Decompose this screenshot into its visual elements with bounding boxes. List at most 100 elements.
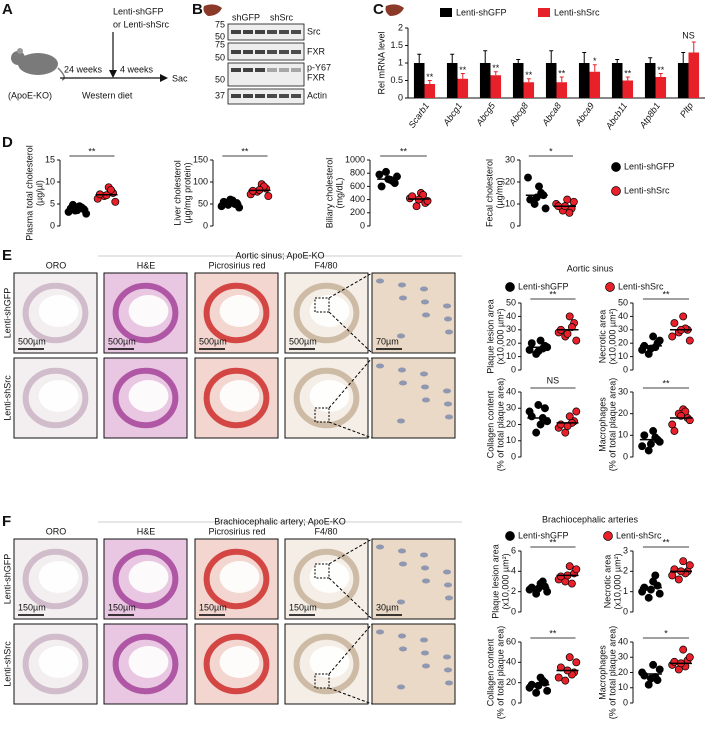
nucleus <box>420 552 428 558</box>
y-tick-label: 0 <box>623 364 628 374</box>
y-tick-label: 30 <box>506 324 516 334</box>
data-point <box>670 657 679 666</box>
vessel-wall <box>203 548 270 610</box>
data-point <box>219 197 228 206</box>
legend-label: Lenti-shGFP <box>624 161 675 171</box>
data-point <box>541 404 549 413</box>
nucleus <box>376 544 384 550</box>
blot-band <box>243 50 253 54</box>
y-axis-label: Plaque lesion area <box>485 299 495 374</box>
nucleus <box>422 397 430 403</box>
scale-label: 70µm <box>376 336 399 346</box>
lumen <box>38 380 79 412</box>
vessel-wall <box>22 282 89 344</box>
blot-band <box>279 50 289 54</box>
treatment: or Lenti-shSrc <box>113 19 170 29</box>
nucleus <box>376 363 384 369</box>
y-tick-label: 50 <box>618 297 628 307</box>
mw-marker: 50 <box>215 74 225 84</box>
significance: ** <box>558 68 566 78</box>
data-point <box>536 420 545 429</box>
lumen <box>38 561 79 593</box>
y-tick-label: 0 <box>511 451 516 461</box>
y-tick-label: 1000 <box>345 154 365 164</box>
y-tick-label: 40 <box>618 636 628 646</box>
data-point <box>526 195 535 204</box>
bar <box>655 77 667 98</box>
y-tick-label: 30 <box>505 154 515 164</box>
y-axis-label: (% of total plaque area) <box>495 378 505 472</box>
blot-band <box>279 68 289 72</box>
y-tick-label: 150 <box>193 154 208 164</box>
data-point <box>644 593 653 602</box>
nucleus <box>445 329 453 335</box>
data-point <box>646 674 655 683</box>
blot-band <box>267 50 277 54</box>
vessel-wall <box>22 633 89 695</box>
y-tick-label: 800 <box>350 168 365 178</box>
data-point <box>527 339 536 348</box>
data-point <box>534 584 543 593</box>
nucleus <box>420 637 428 643</box>
legend-marker <box>605 282 615 292</box>
nucleus <box>443 654 451 660</box>
data-point <box>535 182 543 191</box>
panel-letter: D <box>2 134 13 151</box>
data-point <box>556 420 565 429</box>
y-axis-label: (x10,000 µm²) <box>495 308 505 364</box>
nucleus <box>397 599 405 605</box>
blot-box <box>227 88 305 105</box>
significance: ** <box>657 65 665 75</box>
stain-label: ORO <box>46 526 67 536</box>
data-point <box>561 428 570 437</box>
stain-label: Picrosirius red <box>208 526 265 536</box>
significance: * <box>664 628 668 638</box>
mw-marker: 75 <box>215 19 225 29</box>
bar <box>589 71 601 98</box>
bar <box>490 75 502 98</box>
legend-label: Lenti-shGFP <box>456 7 507 17</box>
data-point <box>541 204 550 213</box>
vessel-wall <box>112 548 179 610</box>
data-point <box>563 195 572 204</box>
zoom-line <box>328 623 373 675</box>
scale-label: 500µm <box>18 336 46 346</box>
vessel-wall <box>293 633 360 695</box>
data-point <box>655 336 664 345</box>
bar <box>424 84 436 98</box>
strain: (ApoE-KO) <box>8 90 52 100</box>
significance: ** <box>662 537 670 547</box>
data-point <box>375 170 384 179</box>
significance: ** <box>624 68 632 78</box>
injection-arrowhead <box>109 70 117 78</box>
data-point <box>572 565 581 574</box>
nucleus <box>445 680 453 686</box>
y-tick-label: 50 <box>506 297 516 307</box>
data-point <box>82 209 91 218</box>
panel-letter: E <box>2 247 12 264</box>
data-point <box>565 412 574 421</box>
y-tick-label: 1 <box>623 586 628 596</box>
micrograph <box>371 272 456 354</box>
nucleus <box>443 303 451 309</box>
data-point <box>524 173 532 182</box>
data-point <box>567 579 576 588</box>
blot-band <box>291 94 301 98</box>
nucleus <box>376 278 384 284</box>
blot-band <box>231 68 241 72</box>
zoom-line <box>328 687 373 705</box>
y-tick-label: 40 <box>506 657 516 667</box>
data-point <box>569 197 578 206</box>
blot-band <box>291 50 301 54</box>
y-axis-label: (x10,000 µm²) <box>500 553 510 609</box>
mw-marker: 75 <box>215 39 225 49</box>
micrograph <box>371 623 456 705</box>
band-label: FXR <box>307 46 326 56</box>
stain-label: ORO <box>46 260 67 270</box>
micrograph <box>371 538 456 620</box>
y-tick-label: 6 <box>511 545 516 555</box>
significance: * <box>549 146 553 156</box>
legend-swatch <box>440 8 452 17</box>
endpoint: Sac <box>172 73 188 83</box>
data-point <box>226 195 235 204</box>
